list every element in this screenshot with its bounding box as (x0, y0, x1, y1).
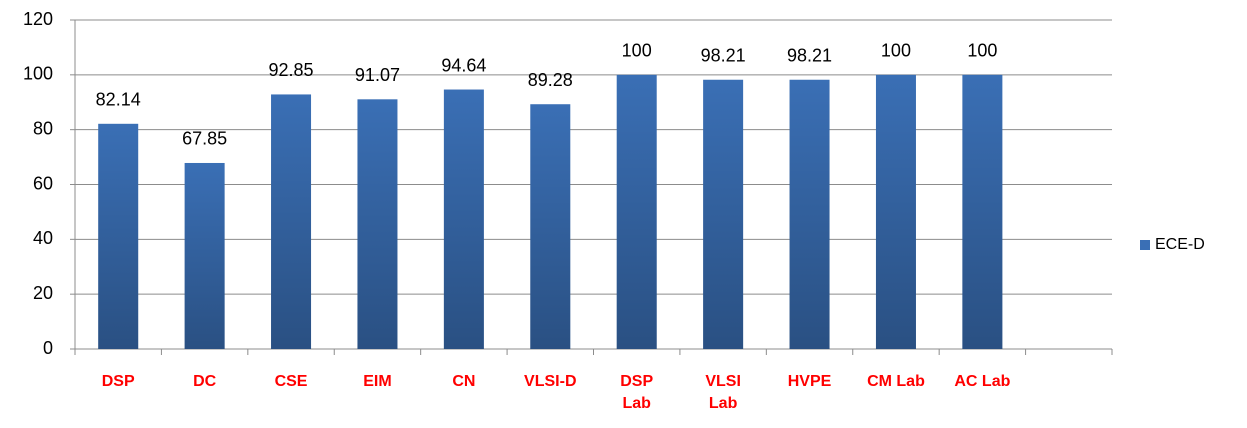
x-tick-label: DSP Lab (620, 373, 654, 412)
x-tick-label: VLSI Lab (705, 373, 741, 412)
bar-shade (357, 99, 398, 350)
x-tick-label: CN (452, 373, 476, 390)
x-tick-label: AC Lab (954, 373, 1011, 390)
data-label: 82.14 (96, 90, 141, 110)
x-tick-label: DSP (101, 373, 135, 390)
x-tick-label: DC (193, 373, 217, 390)
data-label: 67.85 (182, 129, 227, 149)
data-label: 100 (967, 41, 997, 61)
bar-shade (616, 74, 657, 349)
y-tick-label: 60 (33, 173, 53, 193)
bar-shade (962, 74, 1003, 349)
bar-shade (271, 94, 312, 349)
x-tick-label: EIM (363, 373, 392, 390)
bar-shade (530, 104, 571, 349)
data-label: 98.21 (787, 45, 832, 65)
legend-label: ECE-D (1155, 236, 1205, 253)
x-tick-label: CSE (274, 373, 308, 390)
data-label: 98.21 (701, 45, 746, 65)
y-tick-label: 40 (33, 228, 53, 248)
data-label: 100 (881, 41, 911, 61)
x-tick-label: VLSI-D (524, 373, 577, 390)
data-label: 91.07 (355, 65, 400, 85)
bar-shade (443, 89, 484, 350)
y-tick-label: 120 (23, 9, 53, 29)
y-tick-label: 0 (43, 338, 53, 358)
y-tick-label: 20 (33, 283, 53, 303)
y-tick-label: 80 (33, 118, 53, 138)
bar-shade (703, 79, 744, 350)
bar-shade (98, 123, 139, 349)
y-tick-label: 100 (23, 64, 53, 84)
data-label: 92.85 (269, 60, 314, 80)
data-label: 100 (622, 41, 652, 61)
bar-shade (184, 162, 225, 349)
x-tick-label: CM Lab (867, 373, 925, 390)
legend-swatch (1140, 240, 1150, 250)
bar-shade (789, 79, 830, 350)
bar-shade (875, 74, 916, 349)
data-label: 94.64 (441, 55, 486, 75)
data-label: 89.28 (528, 70, 573, 90)
x-tick-label: HVPE (787, 373, 832, 390)
